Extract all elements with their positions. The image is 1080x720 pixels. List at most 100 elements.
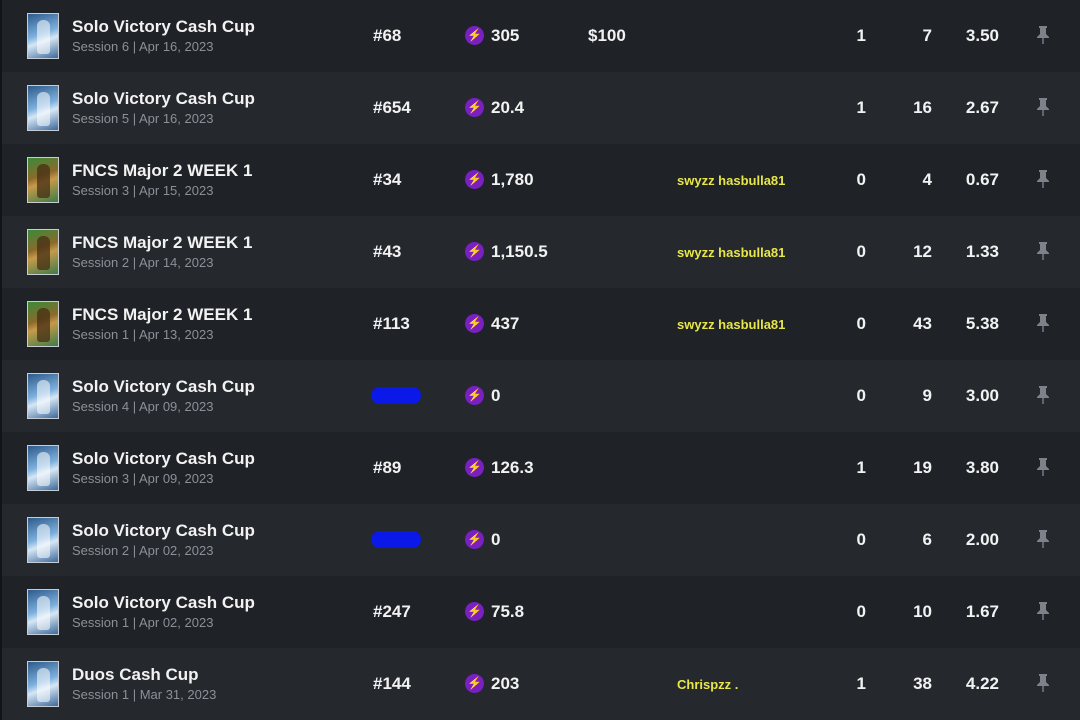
lightning-bolt-icon: ⚡ <box>465 674 484 693</box>
lightning-bolt-icon: ⚡ <box>465 602 484 621</box>
table-row[interactable]: FNCS Major 2 WEEK 1 Session 3 | Apr 15, … <box>0 144 1080 216</box>
points-value: 203 <box>491 674 520 693</box>
event-thumbnail <box>27 445 59 491</box>
teammates[interactable]: Chrispzz . <box>677 677 739 692</box>
stat-average: 3.50 <box>965 26 999 45</box>
pin-icon[interactable] <box>1035 313 1051 333</box>
pin-icon[interactable] <box>1035 457 1051 477</box>
table-row[interactable]: Solo Victory Cash Cup Session 6 | Apr 16… <box>0 0 1080 72</box>
pin-icon[interactable] <box>1035 169 1051 189</box>
lightning-bolt-icon: ⚡ <box>465 26 484 45</box>
pin-icon[interactable] <box>1035 97 1051 117</box>
stat-elims: 9 <box>922 386 932 405</box>
event-thumbnail <box>27 661 59 707</box>
pin-icon[interactable] <box>1035 673 1051 693</box>
points-value: 0 <box>491 530 501 549</box>
event-session-date: Session 1 | Apr 13, 2023 <box>72 327 214 342</box>
event-thumbnail <box>27 589 59 635</box>
stat-elims: 4 <box>922 170 932 189</box>
points-value: 1,150.5 <box>491 242 548 261</box>
stat-elims: 38 <box>913 674 932 693</box>
stat-wins: 0 <box>856 602 866 621</box>
pin-icon[interactable] <box>1035 385 1051 405</box>
event-title: FNCS Major 2 WEEK 1 <box>72 233 253 252</box>
stat-wins: 1 <box>856 674 866 693</box>
stat-elims: 6 <box>922 530 932 549</box>
teammates[interactable]: swyzz hasbulla81 <box>677 317 786 332</box>
event-title: Solo Victory Cash Cup <box>72 521 255 540</box>
table-row[interactable]: FNCS Major 2 WEEK 1 Session 1 | Apr 13, … <box>0 288 1080 360</box>
event-session-date: Session 4 | Apr 09, 2023 <box>72 399 214 414</box>
stat-average: 0.67 <box>965 170 999 189</box>
table-row[interactable]: Solo Victory Cash Cup Session 4 | Apr 09… <box>0 360 1080 432</box>
points-value: 305 <box>491 26 520 45</box>
stat-elims: 12 <box>913 242 932 261</box>
event-session-date: Session 2 | Apr 02, 2023 <box>72 543 214 558</box>
event-title: Solo Victory Cash Cup <box>72 377 255 396</box>
event-title: Solo Victory Cash Cup <box>72 17 255 36</box>
pin-icon[interactable] <box>1035 529 1051 549</box>
event-session-date: Session 3 | Apr 15, 2023 <box>72 183 214 198</box>
lightning-bolt-icon: ⚡ <box>465 242 484 261</box>
event-thumbnail <box>27 85 59 131</box>
placement-rank: #247 <box>373 602 411 621</box>
points-value: 126.3 <box>491 458 534 477</box>
stat-average: 4.22 <box>965 674 999 693</box>
table-row[interactable]: Solo Victory Cash Cup Session 1 | Apr 02… <box>0 576 1080 648</box>
lightning-bolt-icon: ⚡ <box>465 314 484 333</box>
teammates[interactable]: swyzz hasbulla81 <box>677 173 786 188</box>
lightning-bolt-icon: ⚡ <box>465 98 484 117</box>
event-title: Solo Victory Cash Cup <box>72 449 255 468</box>
pin-icon[interactable] <box>1035 241 1051 261</box>
stat-average: 2.67 <box>965 98 999 117</box>
points-value: 20.4 <box>491 98 525 117</box>
table-row[interactable]: Duos Cash Cup Session 1 | Mar 31, 2023 #… <box>0 648 1080 720</box>
stat-elims: 16 <box>913 98 932 117</box>
lightning-bolt-icon: ⚡ <box>465 170 484 189</box>
placement-rank: #89 <box>373 458 402 477</box>
event-thumbnail <box>27 517 59 563</box>
table-row[interactable]: Solo Victory Cash Cup Session 2 | Apr 02… <box>0 504 1080 576</box>
stat-wins: 0 <box>856 242 866 261</box>
stat-average: 1.33 <box>965 242 999 261</box>
stat-average: 1.67 <box>965 602 999 621</box>
points-value: 75.8 <box>491 602 525 621</box>
stat-average: 2.00 <box>965 530 999 549</box>
points-value: 437 <box>491 314 520 333</box>
table-row[interactable]: Solo Victory Cash Cup Session 3 | Apr 09… <box>0 432 1080 504</box>
stat-elims: 43 <box>913 314 932 333</box>
redacted-rank <box>371 387 421 404</box>
event-title: Solo Victory Cash Cup <box>72 593 255 612</box>
event-thumbnail <box>27 373 59 419</box>
event-session-date: Session 6 | Apr 16, 2023 <box>72 39 214 54</box>
stat-wins: 0 <box>856 170 866 189</box>
placement-rank: #34 <box>373 170 402 189</box>
stat-wins: 0 <box>856 314 866 333</box>
event-title: Solo Victory Cash Cup <box>72 89 255 108</box>
stat-elims: 7 <box>922 26 932 45</box>
event-session-date: Session 2 | Apr 14, 2023 <box>72 255 214 270</box>
event-title: Duos Cash Cup <box>72 665 199 684</box>
pin-icon[interactable] <box>1035 25 1051 45</box>
placement-rank: #68 <box>373 26 402 45</box>
event-session-date: Session 1 | Mar 31, 2023 <box>72 687 217 702</box>
teammates[interactable]: swyzz hasbulla81 <box>677 245 786 260</box>
redacted-rank <box>371 531 421 548</box>
event-thumbnail <box>27 301 59 347</box>
event-title: FNCS Major 2 WEEK 1 <box>72 305 253 324</box>
stat-average: 3.80 <box>965 458 999 477</box>
stat-wins: 1 <box>856 26 866 45</box>
event-session-date: Session 1 | Apr 02, 2023 <box>72 615 214 630</box>
stat-elims: 19 <box>913 458 932 477</box>
table-row[interactable]: FNCS Major 2 WEEK 1 Session 2 | Apr 14, … <box>0 216 1080 288</box>
stat-elims: 10 <box>913 602 932 621</box>
event-session-date: Session 5 | Apr 16, 2023 <box>72 111 214 126</box>
stat-wins: 1 <box>856 98 866 117</box>
placement-rank: #144 <box>373 674 411 693</box>
stat-wins: 0 <box>856 530 866 549</box>
lightning-bolt-icon: ⚡ <box>465 458 484 477</box>
table-row[interactable]: Solo Victory Cash Cup Session 5 | Apr 16… <box>0 72 1080 144</box>
stat-wins: 1 <box>856 458 866 477</box>
pin-icon[interactable] <box>1035 601 1051 621</box>
